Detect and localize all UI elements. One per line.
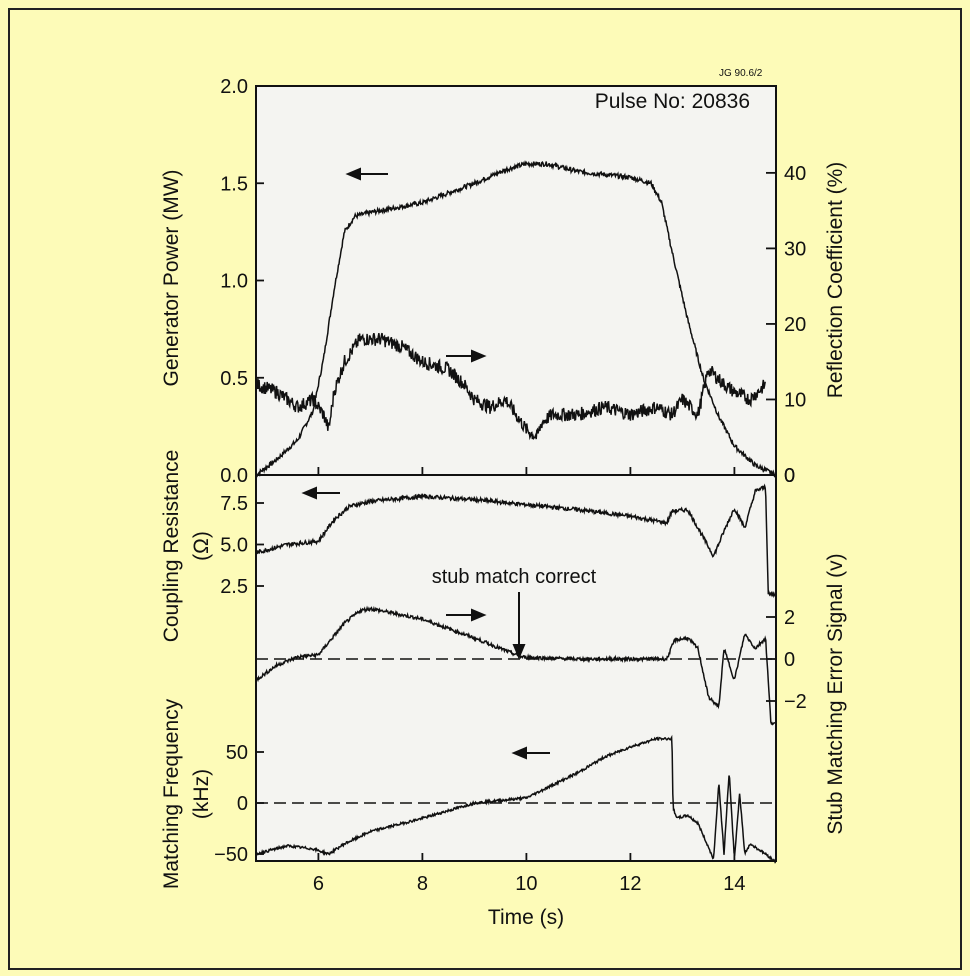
series-line-panel2-left (255, 734, 777, 864)
y-tick-label-power-1.0: 1.0 (220, 271, 248, 293)
arrow-left-frequency (511, 746, 550, 760)
y-tick-label-frequency-50: 50 (226, 742, 248, 764)
y2-tick-label-error-0: 0 (784, 649, 795, 671)
y2-tick-label-reflection-20: 20 (784, 314, 806, 336)
series-line-panel1-left (256, 483, 777, 599)
y-tick-label-coupling-5.0: 5.0 (220, 535, 248, 557)
y-tick-label-power-0.0: 0.0 (220, 465, 248, 487)
stub-match-annotation: stub match correct (432, 566, 597, 588)
y-tick-label-coupling-2.5: 2.5 (220, 576, 248, 598)
plot-border (255, 85, 777, 862)
y-tick-label-power-2.0: 2.0 (220, 76, 248, 98)
y2-tick-label-error--2: −2 (784, 691, 807, 713)
series-line-panel0-right (255, 332, 766, 441)
x-tick-label-8: 8 (417, 873, 428, 895)
x-tick-label-10: 10 (515, 873, 537, 895)
y-tick-label-power-1.5: 1.5 (220, 173, 248, 195)
arrow-right-reflection (446, 349, 487, 363)
matching-frequency-unit: (kHz) (190, 769, 213, 819)
x-axis-label: Time (s) (488, 906, 564, 929)
y2-tick-label-reflection-30: 30 (784, 238, 806, 260)
y-tick-label-coupling-7.5: 7.5 (220, 493, 248, 515)
series-line-panel0-left (255, 160, 777, 479)
generator-power-axis-label: Generator Power (MW) (160, 169, 183, 386)
reflection-coefficient-axis-label: Reflection Coefficient (%) (824, 162, 847, 399)
y2-tick-label-reflection-0: 0 (784, 465, 795, 487)
arrow-down-stub-match (512, 592, 526, 660)
coupling-resistance-unit: (Ω) (190, 531, 213, 561)
stub-matching-error-axis-label: Stub Matching Error Signal (v) (824, 553, 847, 834)
y2-tick-label-reflection-40: 40 (784, 163, 806, 185)
arrow-left-coupling-resistance (301, 486, 340, 500)
x-tick-label-14: 14 (723, 873, 745, 895)
series-line-panel1-right (255, 605, 776, 726)
coupling-resistance-axis-label: Coupling Resistance (Ω) (160, 450, 213, 643)
matching-frequency-label: Matching Frequency (160, 698, 183, 889)
y-tick-label-frequency--50: −50 (214, 844, 248, 866)
plot-background (256, 86, 776, 861)
x-tick-label-6: 6 (313, 873, 324, 895)
direction-arrows (301, 167, 550, 760)
y-tick-label-frequency-0: 0 (237, 793, 248, 815)
arrow-left-generator-power (345, 167, 388, 181)
arrow-right-error-signal (446, 608, 487, 622)
coupling-resistance-label: Coupling Resistance (160, 450, 183, 643)
y2-tick-label-error-2: 2 (784, 607, 795, 629)
x-tick-label-12: 12 (619, 873, 641, 895)
y-tick-label-power-0.5: 0.5 (220, 368, 248, 390)
y2-tick-label-reflection-zero: 0 (784, 465, 795, 487)
pulse-number-label: Pulse No: 20836 (595, 90, 750, 113)
matching-frequency-axis-label: Matching Frequency (kHz) (160, 698, 213, 889)
figure-code: JG 90.6/2 (719, 68, 763, 79)
y2-tick-label-reflection-10: 10 (784, 389, 806, 411)
